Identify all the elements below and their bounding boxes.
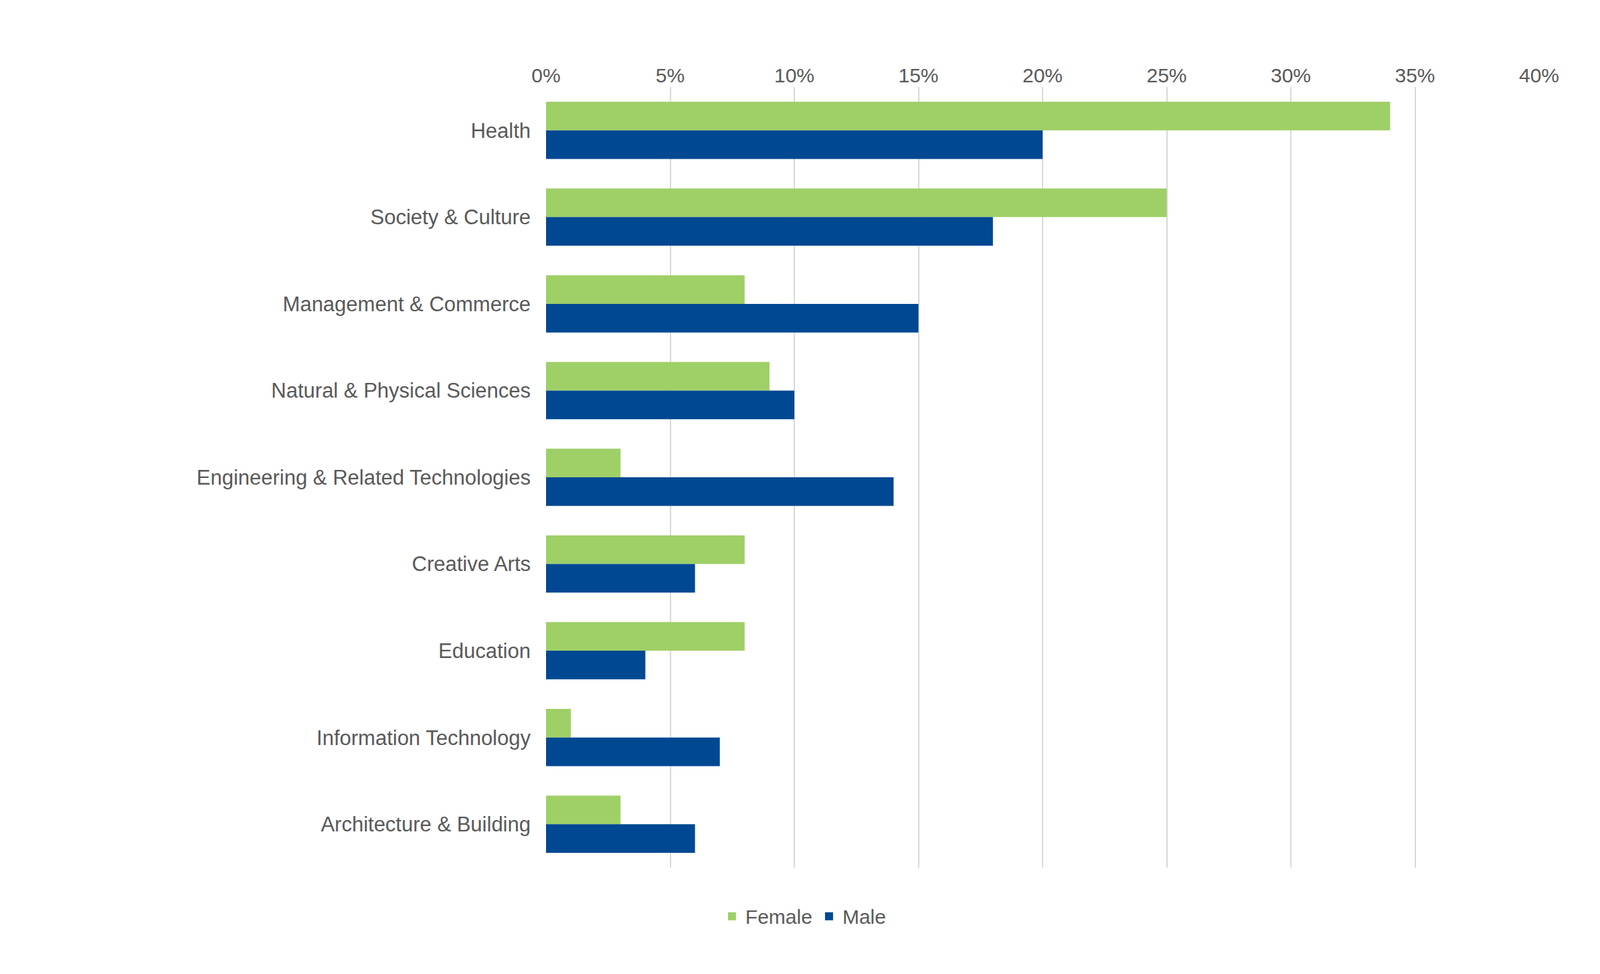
svg-text:Management & Commerce: Management & Commerce <box>283 292 531 316</box>
svg-text:Creative Arts: Creative Arts <box>412 552 531 576</box>
svg-text:35%: 35% <box>1394 64 1435 87</box>
svg-text:Education: Education <box>438 639 531 663</box>
svg-text:Male: Male <box>842 905 886 928</box>
svg-text:10%: 10% <box>774 64 815 87</box>
svg-text:Information Technology: Information Technology <box>316 726 531 750</box>
svg-text:Society & Culture: Society & Culture <box>370 205 532 229</box>
svg-text:0%: 0% <box>531 64 561 87</box>
svg-text:Female: Female <box>745 905 813 928</box>
svg-text:Natural & Physical Sciences: Natural & Physical Sciences <box>271 378 531 403</box>
svg-text:30%: 30% <box>1270 64 1311 87</box>
svg-text:Health: Health <box>470 119 531 143</box>
svg-text:Architecture & Building: Architecture & Building <box>320 812 531 836</box>
svg-text:25%: 25% <box>1146 64 1187 87</box>
svg-text:Engineering & Related Technolo: Engineering & Related Technologies <box>196 465 531 490</box>
svg-text:40%: 40% <box>1519 64 1560 87</box>
svg-text:5%: 5% <box>655 64 685 87</box>
svg-text:15%: 15% <box>898 64 939 87</box>
svg-text:20%: 20% <box>1022 64 1063 87</box>
